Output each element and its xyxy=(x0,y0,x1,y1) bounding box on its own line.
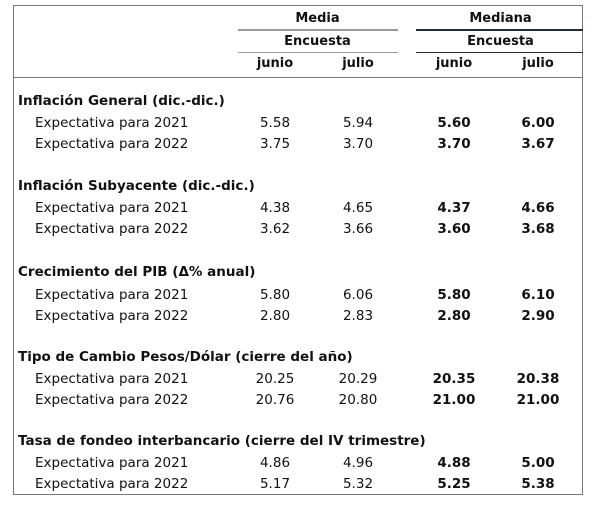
media-junio-value: 2.80 xyxy=(259,308,291,324)
table-row: Expectativa para 2022 2.80 2.83 2.80 2.9… xyxy=(0,308,597,328)
table-row: Expectativa para 2022 5.17 5.32 5.25 5.3… xyxy=(0,476,597,496)
header-media: Media xyxy=(295,11,340,26)
media-junio-value: 5.17 xyxy=(259,476,291,492)
media-junio-value: 3.62 xyxy=(259,221,291,237)
mediana-junio-value: 5.25 xyxy=(437,476,471,492)
mediana-junio-value: 4.88 xyxy=(437,455,471,471)
media-julio-value: 6.06 xyxy=(342,287,374,303)
row-label: Expectativa para 2021 xyxy=(35,371,189,387)
table-frame xyxy=(13,5,583,495)
section-title: Tipo de Cambio Pesos/Dólar (cierre del a… xyxy=(18,349,353,365)
section-title: Tasa de fondeo interbancario (cierre del… xyxy=(18,433,426,449)
header-col-junio-media: junio xyxy=(256,56,294,71)
media-julio-value: 3.66 xyxy=(342,221,374,237)
mediana-julio-value: 21.00 xyxy=(516,392,560,408)
table-row: Expectativa para 2022 20.76 20.80 21.00 … xyxy=(0,392,597,412)
mediana-julio-value: 2.90 xyxy=(521,308,555,324)
section-title: Inflación Subyacente (dic.-dic.) xyxy=(18,178,255,194)
section-title: Inflación General (dic.-dic.) xyxy=(18,93,225,109)
row-label: Expectativa para 2022 xyxy=(35,221,189,237)
mediana-julio-value: 4.66 xyxy=(521,200,555,216)
media-encuesta-rule xyxy=(238,52,398,53)
table-row: Expectativa para 2021 4.38 4.65 4.37 4.6… xyxy=(0,200,597,220)
mediana-junio-value: 3.70 xyxy=(437,136,471,152)
mediana-julio-value: 6.10 xyxy=(521,287,555,303)
row-label: Expectativa para 2021 xyxy=(35,200,189,216)
media-julio-value: 5.32 xyxy=(342,476,374,492)
media-junio-value: 20.76 xyxy=(255,392,295,408)
mediana-julio-value: 5.00 xyxy=(521,455,555,471)
mediana-encuesta-rule xyxy=(416,52,583,53)
header-encuesta-media: Encuesta xyxy=(284,34,351,49)
row-label: Expectativa para 2022 xyxy=(35,476,189,492)
table-row: Expectativa para 2021 20.25 20.29 20.35 … xyxy=(0,371,597,391)
section-title: Crecimiento del PIB (Δ% anual) xyxy=(18,264,256,280)
mediana-header-rule xyxy=(416,29,583,31)
media-junio-value: 4.38 xyxy=(259,200,291,216)
header-col-junio-mediana: junio xyxy=(435,56,473,71)
header-col-julio-mediana: julio xyxy=(522,56,554,71)
table-row: Expectativa para 2021 5.58 5.94 5.60 6.0… xyxy=(0,115,597,135)
media-julio-value: 3.70 xyxy=(342,136,374,152)
table-row: Expectativa para 2021 4.86 4.96 4.88 5.0… xyxy=(0,455,597,475)
mediana-junio-value: 4.37 xyxy=(437,200,471,216)
media-junio-value: 5.58 xyxy=(259,115,291,131)
media-julio-value: 20.80 xyxy=(338,392,378,408)
mediana-julio-value: 5.38 xyxy=(521,476,555,492)
mediana-junio-value: 5.80 xyxy=(437,287,471,303)
media-julio-value: 4.65 xyxy=(342,200,374,216)
header-encuesta-mediana: Encuesta xyxy=(467,34,534,49)
row-label: Expectativa para 2021 xyxy=(35,287,189,303)
mediana-julio-value: 3.68 xyxy=(521,221,555,237)
row-label: Expectativa para 2022 xyxy=(35,308,189,324)
mediana-junio-value: 20.35 xyxy=(432,371,476,387)
row-label: Expectativa para 2021 xyxy=(35,455,189,471)
media-julio-value: 4.96 xyxy=(342,455,374,471)
row-label: Expectativa para 2022 xyxy=(35,136,189,152)
header-separator xyxy=(13,77,583,78)
media-julio-value: 2.83 xyxy=(342,308,374,324)
mediana-junio-value: 3.60 xyxy=(437,221,471,237)
table-row: Expectativa para 2022 3.75 3.70 3.70 3.6… xyxy=(0,136,597,156)
mediana-julio-value: 6.00 xyxy=(521,115,555,131)
mediana-junio-value: 5.60 xyxy=(437,115,471,131)
media-header-rule xyxy=(238,29,398,31)
mediana-junio-value: 2.80 xyxy=(437,308,471,324)
table-row: Expectativa para 2021 5.80 6.06 5.80 6.1… xyxy=(0,287,597,307)
table-row: Expectativa para 2022 3.62 3.66 3.60 3.6… xyxy=(0,221,597,241)
mediana-julio-value: 20.38 xyxy=(516,371,560,387)
row-label: Expectativa para 2021 xyxy=(35,115,189,131)
media-junio-value: 20.25 xyxy=(255,371,295,387)
header-col-julio-media: julio xyxy=(342,56,374,71)
media-junio-value: 4.86 xyxy=(259,455,291,471)
row-label: Expectativa para 2022 xyxy=(35,392,189,408)
mediana-junio-value: 21.00 xyxy=(432,392,476,408)
media-junio-value: 5.80 xyxy=(259,287,291,303)
header-mediana: Mediana xyxy=(469,11,532,26)
media-julio-value: 5.94 xyxy=(342,115,374,131)
media-junio-value: 3.75 xyxy=(259,136,291,152)
mediana-julio-value: 3.67 xyxy=(521,136,555,152)
media-julio-value: 20.29 xyxy=(338,371,378,387)
